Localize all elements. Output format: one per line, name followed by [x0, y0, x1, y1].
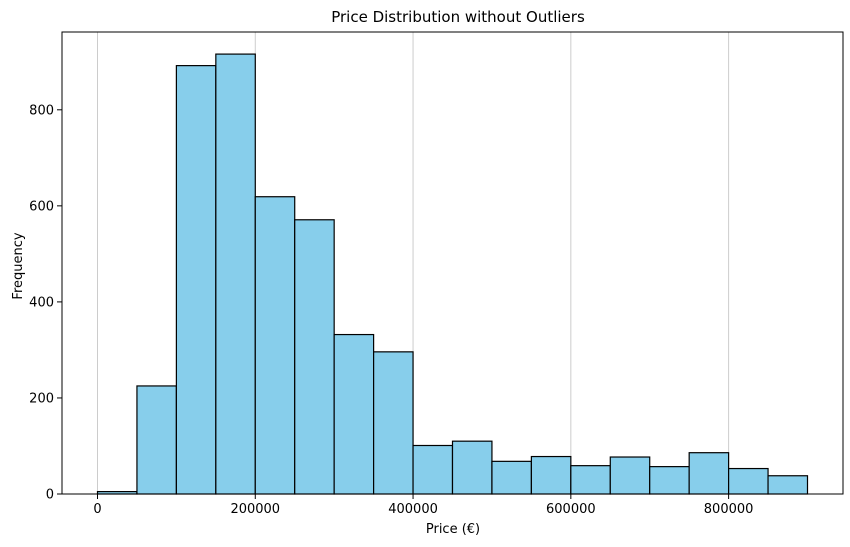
histogram-bar-14 — [649, 466, 690, 495]
x-tick-label-2: 400000 — [388, 502, 438, 517]
histogram-bar-17 — [767, 475, 809, 495]
histogram-bar-10 — [491, 460, 532, 495]
x-axis-label: Price (€) — [426, 522, 480, 537]
y-axis-label: Frequency — [11, 232, 26, 299]
histogram-bar-16 — [728, 467, 769, 495]
y-tick-label-1: 200 — [29, 391, 54, 406]
histogram-bar-5 — [294, 219, 335, 495]
histogram-bar-2 — [175, 65, 217, 495]
x-tick-label-1: 200000 — [230, 502, 280, 517]
x-tick-label-3: 600000 — [546, 502, 596, 517]
y-tick-label-4: 800 — [29, 103, 54, 118]
histogram-bar-7 — [373, 351, 414, 495]
histogram-bar-4 — [254, 196, 296, 495]
bars — [96, 53, 809, 495]
histogram-bar-1 — [136, 385, 177, 495]
plot-frame — [61, 31, 844, 495]
y-tick-label-3: 600 — [29, 199, 54, 214]
chart-title: Price Distribution without Outliers — [331, 8, 585, 26]
histogram-bar-13 — [609, 456, 651, 495]
histogram-bar-9 — [451, 440, 493, 495]
x-tick-label-4: 800000 — [704, 502, 754, 517]
y-tick-label-2: 400 — [29, 295, 54, 310]
x-tick-label-0: 0 — [93, 502, 101, 517]
histogram-bar-3 — [215, 53, 256, 495]
histogram-bar-11 — [530, 455, 572, 495]
y-tick-label-0: 0 — [46, 488, 54, 503]
histogram-bar-15 — [688, 452, 730, 495]
histogram-bar-6 — [333, 333, 375, 495]
histogram-bar-8 — [412, 444, 454, 495]
histogram-bar-12 — [570, 465, 611, 495]
axes: 0 200000 400000 600000 800000 0 200 400 600 800 — [29, 31, 844, 517]
